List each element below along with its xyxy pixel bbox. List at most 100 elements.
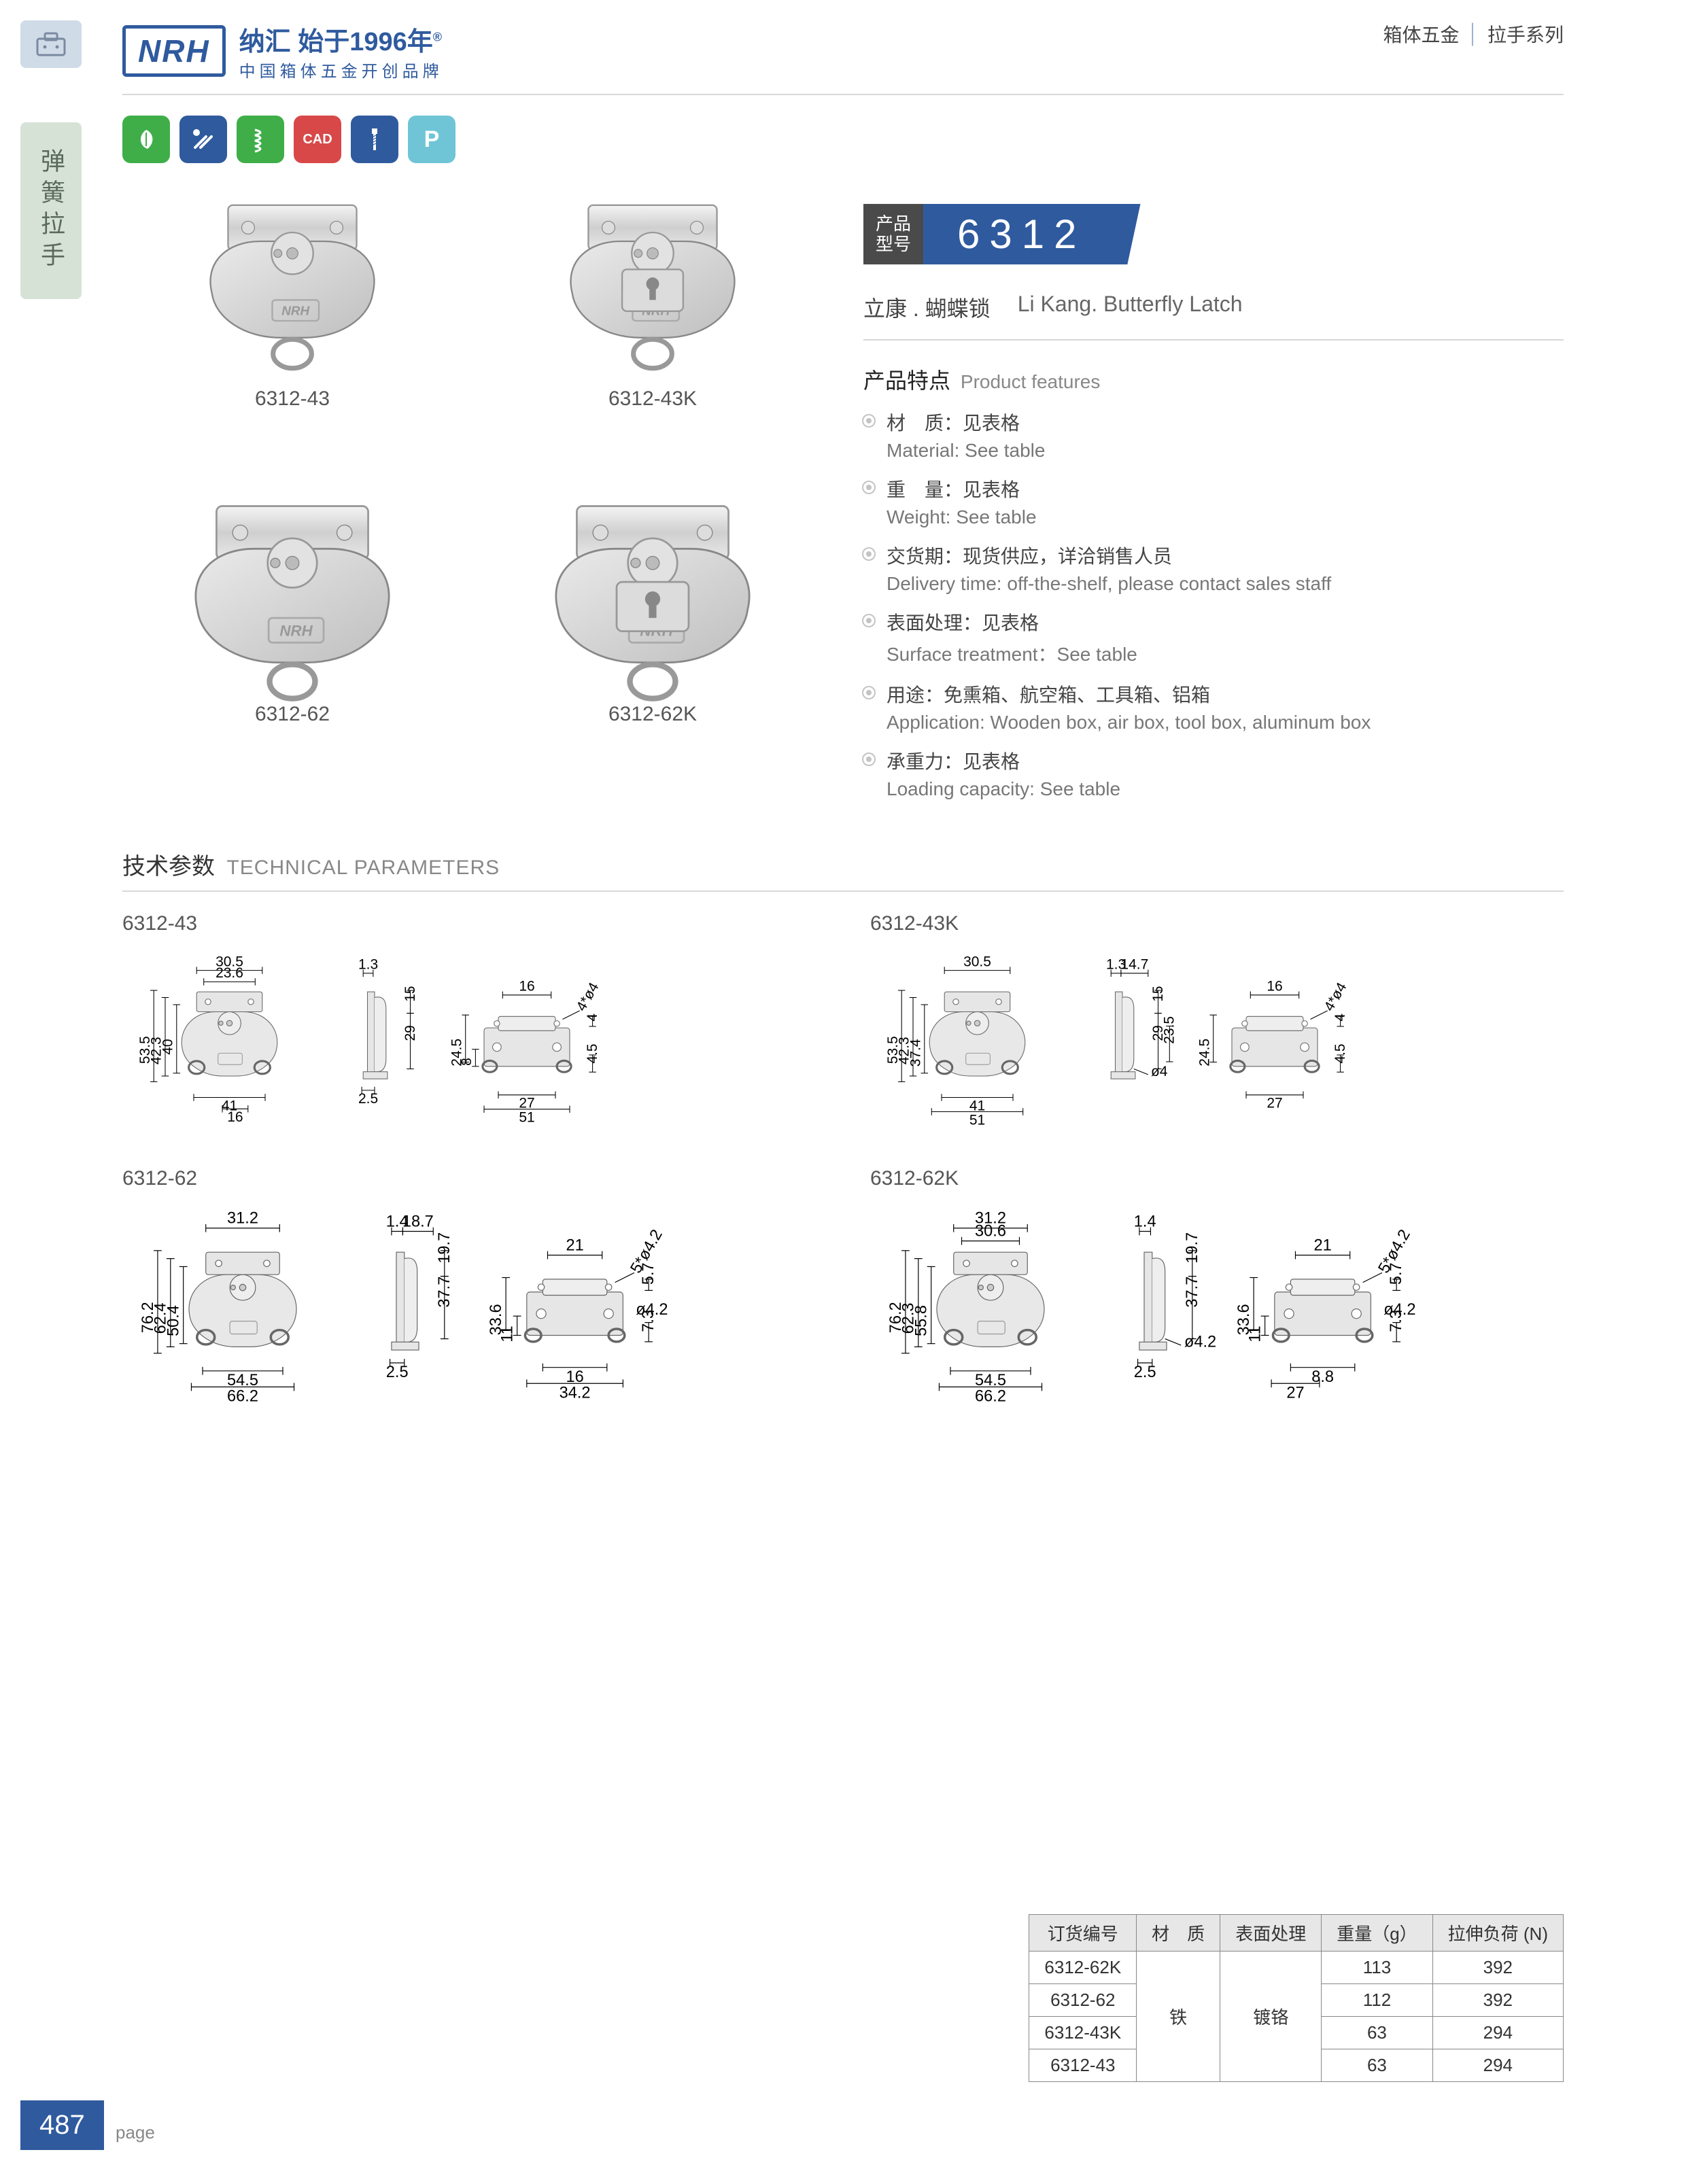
model-label-2: 型号 [876, 235, 911, 255]
cell-material: 铁 [1137, 1952, 1220, 2082]
svg-text:51: 51 [519, 1109, 534, 1125]
tech-title-cn: 技术参数 [122, 854, 215, 880]
header-breadcrumb: 箱体五金 │ 拉手系列 [1383, 20, 1564, 48]
svg-text:2.5: 2.5 [386, 1363, 409, 1381]
cell-code: 6312-62 [1029, 1984, 1137, 2017]
tech-drawing-side: 1.4 18.7 19.7 37.7 2.5 [356, 1202, 468, 1411]
feature-item: 承重力：见表格Loading capacity: See table [863, 747, 1564, 800]
svg-text:21: 21 [1313, 1236, 1331, 1254]
svg-text:16: 16 [519, 978, 534, 994]
svg-text:21: 21 [566, 1236, 583, 1254]
svg-text:11: 11 [1245, 1326, 1263, 1342]
table-header: 材 质 [1137, 1915, 1220, 1952]
product-render [177, 197, 408, 374]
brand-logo: NRH [122, 25, 226, 77]
model-label-1: 产品 [876, 214, 911, 235]
model-badge: 产品 型号 6312 [863, 204, 1564, 264]
svg-text:14.7: 14.7 [1120, 957, 1148, 973]
svg-text:5.7: 5.7 [1387, 1263, 1405, 1285]
feature-badge-P: P [408, 116, 455, 163]
feature-cn: 交货期：现货供应，详洽销售人员 [887, 542, 1564, 569]
product-render [516, 496, 789, 705]
svg-text:ø4.2: ø4.2 [636, 1300, 668, 1318]
feature-cn: 表面处理：见表格 [887, 608, 1564, 636]
svg-text:66.2: 66.2 [975, 1387, 1006, 1405]
svg-text:4.5: 4.5 [1332, 1043, 1348, 1063]
features-title-en: Product features [961, 371, 1100, 392]
svg-text:37.4: 37.4 [908, 1039, 924, 1067]
svg-text:24.5: 24.5 [1197, 1038, 1212, 1066]
gallery-item: 6312-62K [483, 513, 823, 801]
features-title: 产品特点 Product features [863, 364, 1564, 395]
svg-text:31.2: 31.2 [227, 1209, 258, 1227]
drawing-label: 6312-43K [870, 912, 1564, 935]
feature-item: 材 质：见表格Material: See table [863, 409, 1564, 462]
feature-item: 重 量：见表格 Weight: See table [863, 475, 1564, 528]
tech-drawing-top: 16 24.5 27 4*ø4 4 4.5 [1189, 969, 1360, 1134]
feature-item: 交货期：现货供应，详洽销售人员Delivery time: off-the-sh… [863, 542, 1564, 595]
drawing-group: 6312-43K 30.5 53.5 42.3 37.4 41 51 1.3 1… [870, 912, 1564, 1133]
spec-table: 订货编号材 质表面处理重量（g）拉伸负荷 (N) 6312-62K铁镀铬1133… [1029, 1914, 1564, 2082]
cell-weight: 63 [1322, 2049, 1432, 2082]
svg-text:51: 51 [969, 1112, 985, 1128]
svg-text:ø4.2: ø4.2 [1383, 1300, 1415, 1318]
table-header: 重量（g） [1322, 1915, 1432, 1952]
svg-text:4*ø4: 4*ø4 [1321, 980, 1349, 1013]
model-label: 产品 型号 [863, 204, 923, 264]
gallery-item: 6312-43K [483, 197, 823, 485]
svg-text:23.6: 23.6 [216, 965, 243, 981]
svg-text:15: 15 [402, 986, 418, 1001]
feature-en: Application: Wooden box, air box, tool b… [887, 712, 1564, 733]
drawing-group: 6312-62 31.2 76.2 62.4 50.4 54.5 66.2 1.… [122, 1167, 816, 1411]
brand-line1: 纳汇 始于1996年 [239, 28, 433, 56]
tech-drawing-front: 31.2 30.6 76.2 62.3 55.8 54.5 66.2 [870, 1202, 1095, 1411]
svg-text:19.7: 19.7 [1183, 1232, 1201, 1264]
page-number: 487 [20, 2100, 104, 2150]
svg-text:2.5: 2.5 [1134, 1363, 1156, 1381]
model-number: 6312 [923, 204, 1140, 264]
gallery-label: 6312-62K [608, 703, 697, 726]
technical-parameters: 技术参数 TECHNICAL PARAMETERS 6312-43 30.5 2… [122, 848, 1564, 1411]
breadcrumb-b: 拉手系列 [1487, 20, 1564, 48]
subtitle-en: Li Kang. Butterfly Latch [1018, 292, 1243, 323]
features-title-cn: 产品特点 [863, 368, 950, 393]
svg-text:37.7: 37.7 [435, 1277, 453, 1308]
page-header: NRH 纳汇 始于1996年® 中国箱体五金开创品牌 箱体五金 │ 拉手系列 [122, 20, 1564, 95]
svg-text:16: 16 [227, 1109, 243, 1125]
svg-text:37.7: 37.7 [1183, 1277, 1201, 1308]
product-render [156, 496, 428, 705]
gallery-label: 6312-62 [255, 703, 330, 726]
feature-en: Weight: See table [887, 506, 1564, 528]
svg-text:18.7: 18.7 [402, 1212, 434, 1230]
svg-text:ø4.2: ø4.2 [1184, 1332, 1216, 1350]
feature-icon-row: CADP [122, 116, 1564, 163]
cell-code: 6312-62K [1029, 1952, 1137, 1984]
cell-load: 392 [1432, 1984, 1563, 2017]
cell-load: 294 [1432, 2017, 1563, 2049]
product-render [537, 197, 768, 374]
table-header: 表面处理 [1220, 1915, 1322, 1952]
gallery-item: 6312-62 [122, 513, 462, 801]
svg-text:54.5: 54.5 [975, 1371, 1006, 1389]
feature-en: Material: See table [887, 440, 1564, 462]
drawing-group: 6312-62K 31.2 30.6 76.2 62.3 55.8 54.5 6… [870, 1167, 1564, 1411]
tech-drawing-top: 16 24.5 8 27 51 4*ø4 4 4.5 [441, 969, 613, 1134]
feature-badge-leaf [122, 116, 170, 163]
svg-text:5.7: 5.7 [639, 1263, 657, 1285]
svg-text:16: 16 [566, 1368, 583, 1385]
svg-text:23.5: 23.5 [1162, 1016, 1177, 1044]
drawing-label: 6312-62K [870, 1167, 1564, 1190]
svg-text:4*ø4: 4*ø4 [573, 980, 602, 1013]
feature-badge-screw [351, 116, 398, 163]
svg-text:41: 41 [969, 1098, 985, 1113]
svg-text:1.4: 1.4 [1134, 1212, 1156, 1230]
gallery-label: 6312-43K [608, 387, 697, 411]
drawing-label: 6312-43 [122, 912, 816, 935]
feature-cn: 重 量：见表格 [887, 475, 1564, 502]
drawing-grid: 6312-43 30.5 23.6 53.5 42.3 40 41 16 1.3… [122, 912, 1564, 1411]
cell-code: 6312-43 [1029, 2049, 1137, 2082]
svg-text:66.2: 66.2 [227, 1387, 258, 1405]
tech-drawing-side: 1.4 19.7 37.7 2.5 ø4.2 [1104, 1202, 1216, 1411]
svg-text:40: 40 [160, 1039, 176, 1054]
svg-text:15: 15 [1150, 986, 1166, 1001]
